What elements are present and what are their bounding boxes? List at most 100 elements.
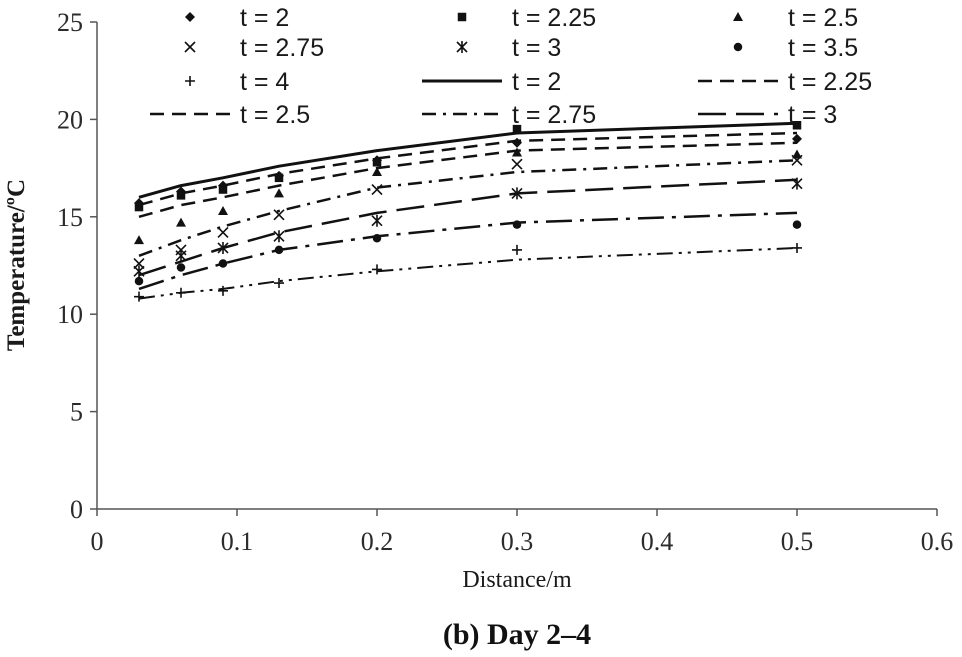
data-point-triangle (218, 205, 228, 215)
legend-label: t = 2.25 (788, 68, 872, 96)
data-point-circle (792, 220, 802, 229)
data-point-plus (372, 264, 382, 275)
legend-entry: t = 3 (456, 34, 561, 62)
measured-markers (133, 120, 803, 302)
data-point-plus (512, 244, 522, 255)
legend-symbol-star (456, 41, 468, 53)
data-point-diamond (792, 133, 802, 144)
data-point-circle (274, 245, 284, 255)
data-point-star (133, 265, 145, 278)
simulated-line-3-5 (138, 211, 798, 291)
legend-label: t = 3 (788, 101, 837, 129)
data-point-triangle (372, 166, 382, 176)
data-point-star (175, 249, 187, 262)
legend-entry: t = 4 (185, 68, 289, 96)
data-point-star (273, 230, 285, 243)
measured-series-3 (133, 177, 803, 278)
legend-label: t = 2.5 (240, 101, 310, 129)
legend-entry: t = 3 (698, 101, 837, 129)
legend-label: t = 4 (240, 68, 289, 96)
legend-symbol-x (184, 41, 196, 53)
x-tick-label: 0.1 (221, 527, 254, 556)
data-point-x (791, 154, 803, 166)
legend-label: t = 2.75 (512, 101, 596, 129)
data-point-triangle (134, 235, 144, 245)
legend-label: t = 2 (240, 4, 289, 32)
legend-symbol-diamond (185, 12, 195, 22)
data-point-square (176, 191, 186, 200)
data-point-triangle (792, 149, 802, 159)
legend-entry: t = 2.25 (698, 68, 872, 96)
simulated-line-2 (138, 121, 798, 199)
data-point-plus (134, 291, 144, 302)
data-point-diamond (512, 137, 522, 148)
legend-entry: t = 2 (185, 4, 289, 32)
data-point-circle (134, 276, 144, 286)
legend-label: t = 2.75 (240, 34, 324, 62)
data-point-triangle (274, 188, 284, 198)
data-point-plus (792, 242, 802, 253)
legend-entry: t = 2.5 (733, 4, 858, 32)
legend-entry: t = 2 (422, 68, 561, 96)
simulated-line-2-75 (138, 159, 798, 257)
y-tick-label: 25 (57, 8, 83, 37)
legend-symbol-triangle (733, 12, 743, 21)
legend-label: t = 2 (512, 68, 561, 96)
data-point-square (274, 173, 284, 183)
y-axis-title: Temperature/ºC (3, 179, 30, 351)
chart-caption: (b) Day 2–4 (443, 618, 591, 651)
x-tick-label: 0.5 (781, 527, 814, 556)
legend-label: t = 3 (512, 34, 561, 62)
measured-series-2-25 (134, 120, 802, 212)
simulated-line-4 (138, 247, 798, 300)
data-point-triangle (512, 147, 522, 157)
data-point-circle (512, 220, 522, 229)
data-point-square (372, 158, 382, 167)
simulated-lines (138, 121, 798, 300)
data-point-circle (218, 259, 228, 268)
x-axis-title: Distance/m (462, 567, 572, 593)
x-tick-label: 0.6 (921, 527, 954, 556)
legend-symbol-plus (185, 76, 195, 86)
y-tick-label: 10 (57, 300, 83, 329)
x-tick-labels: 0 0.1 0.2 0.3 0.4 0.5 0.6 (91, 509, 954, 556)
legend-entry: t = 2.5 (150, 101, 310, 129)
data-point-x (217, 226, 229, 238)
data-point-plus (218, 285, 228, 296)
data-point-plus (274, 278, 284, 289)
y-tick-label: 5 (70, 398, 83, 427)
legend-entry: t = 3.5 (733, 34, 858, 62)
data-point-square (512, 124, 522, 134)
data-point-circle (372, 233, 382, 243)
legend: t = 2 t = 2.25 t = 2.5 t = 2.75 t = 3 t = 3.5… (150, 4, 872, 129)
data-point-x (273, 209, 285, 221)
data-point-plus (176, 287, 186, 298)
x-tick-label: 0 (91, 527, 104, 556)
data-point-star (791, 177, 803, 190)
measured-series-2-5 (134, 147, 802, 245)
y-tick-labels: 0 5 10 15 20 25 (57, 8, 97, 524)
legend-entry: t = 2.75 (422, 101, 596, 129)
data-point-star (371, 214, 383, 227)
legend-entry: t = 2.75 (184, 34, 324, 62)
data-point-star (217, 241, 229, 254)
x-tick-label: 0.3 (501, 527, 534, 556)
simulated-line-2-5 (138, 141, 798, 219)
data-point-square (134, 202, 144, 212)
y-tick-label: 15 (57, 203, 83, 232)
legend-label: t = 2.25 (512, 4, 596, 32)
measured-series-3-5 (134, 220, 802, 286)
y-tick-label: 0 (70, 495, 83, 524)
measured-series-4 (134, 242, 802, 302)
legend-entry: t = 2.25 (457, 4, 596, 32)
data-point-x (511, 158, 523, 170)
data-point-x (371, 183, 383, 196)
legend-symbol-circle (733, 42, 743, 52)
x-tick-label: 0.2 (361, 527, 394, 556)
legend-label: t = 2.5 (788, 4, 858, 32)
data-point-square (792, 120, 802, 130)
data-point-circle (176, 263, 186, 272)
measured-series-2 (134, 133, 802, 209)
y-tick-label: 20 (57, 105, 83, 134)
